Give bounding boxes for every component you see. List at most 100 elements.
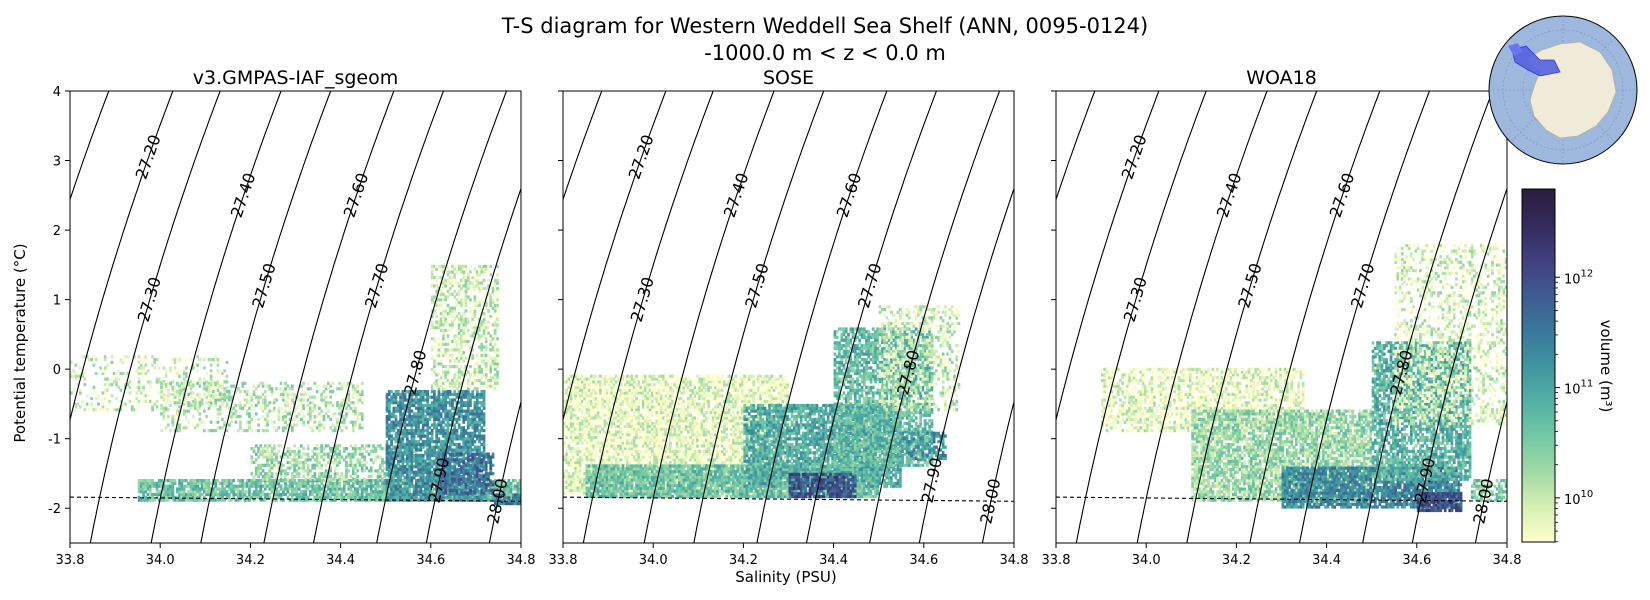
volume-cell [444,423,447,427]
volume-cell [354,406,357,410]
volume-cell [439,415,443,419]
volume-cell [478,417,481,421]
volume-cell [259,495,263,499]
volume-cell [338,444,341,448]
volume-cell [437,390,441,394]
volume-cell [243,390,247,394]
volume-cell [151,479,154,483]
volume-cell [356,447,360,451]
volume-cell [176,392,179,396]
volume-cell [286,403,290,408]
volume-cell [333,449,337,453]
volume-cell [243,381,247,385]
volume-cell [460,301,463,305]
volume-cell [475,420,479,424]
volume-cell [295,472,299,476]
volume-cell [155,405,159,409]
volume-cell [466,442,470,447]
volume-cell [469,445,472,449]
volume-cell [300,444,303,448]
volume-cell [496,348,499,352]
volume-cell [410,429,414,433]
volume-cell [279,406,283,410]
volume-cell [410,426,414,430]
volume-cell [239,481,242,485]
volume-cell [248,401,251,405]
volume-cell [469,442,472,447]
volume-cell [487,460,490,465]
volume-cell [139,371,143,376]
volume-cell [421,445,425,449]
volume-cell [439,359,443,363]
volume-cell [345,469,348,473]
volume-cell [410,440,414,444]
volume-cell [417,403,420,408]
volume-cell [419,420,423,424]
volume-cell [489,498,493,502]
volume-cell [471,458,475,462]
volume-cell [144,355,148,359]
volume-cell [248,415,251,419]
volume-cell [270,479,274,483]
volume-cell [304,469,308,473]
volume-cell [329,417,332,421]
volume-cell [408,456,411,460]
volume-cell [385,448,389,452]
volume-cell [259,463,263,467]
volume-cell [475,367,479,371]
volume-cell [512,493,515,497]
volume-cell [385,426,389,430]
volume-cell [388,445,391,449]
volume-cell [329,384,332,388]
volume-cell [563,391,566,395]
volume-cell [430,295,434,299]
volume-cell [421,440,425,444]
volume-cell [410,401,414,405]
volume-cell [218,481,222,485]
volume-cell [254,495,258,499]
volume-cell [354,423,357,427]
volume-cell [245,429,249,433]
volume-cell [254,387,258,391]
volume-cell [385,442,389,447]
volume-cell [496,479,499,483]
volume-cell [397,459,400,463]
volume-cell [394,420,398,424]
volume-cell [397,429,400,433]
volume-cell [480,359,484,363]
volume-cell [133,408,136,412]
volume-cell [482,312,486,316]
volume-cell [81,399,84,403]
volume-cell [489,469,493,473]
volume-cell [306,463,310,467]
volume-cell [198,412,202,416]
volume-cell [403,434,407,438]
volume-cell [356,417,360,421]
volume-cell [151,498,154,502]
volume-cell [354,466,357,470]
volume-cell [164,406,168,410]
volume-cell [437,387,441,391]
volume-cell [354,452,357,456]
volume-cell [439,483,443,487]
volume-cell [302,474,305,479]
volume-cell [457,351,461,355]
volume-cell [480,298,484,302]
volume-cell [311,401,314,405]
volume-cell [291,426,294,430]
volume-cell [196,495,199,499]
volume-cell [424,484,427,488]
volume-cell [448,401,452,405]
volume-cell [516,487,520,491]
volume-cell [426,476,429,480]
volume-cell [354,444,357,448]
volume-cell [336,387,339,391]
volume-cell [442,323,445,327]
volume-cell [428,415,432,419]
volume-cell [329,469,332,473]
volume-cell [300,409,303,413]
volume-cell [273,458,276,462]
volume-cell [462,328,466,332]
volume-cell [187,381,190,385]
volume-cell [365,490,369,494]
